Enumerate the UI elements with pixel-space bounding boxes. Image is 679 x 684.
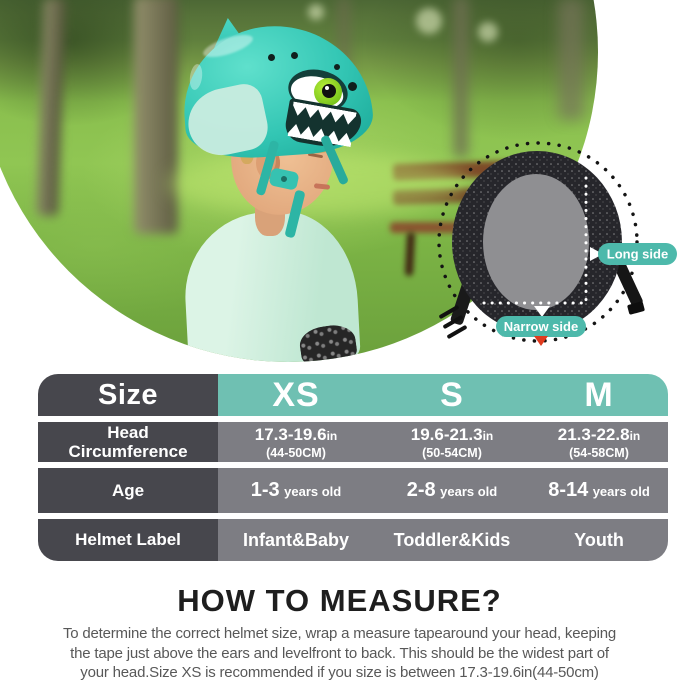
measure-instructions: To determine the correct helmet size, wr… <box>0 624 679 683</box>
row-label-line: Age <box>111 480 145 500</box>
hc-range: 19.6-21.3 <box>410 424 483 444</box>
hc-value-xs: 17.3-19.6in (44-50CM) <box>218 425 374 460</box>
instruction-line: To determine the correct helmet size, wr… <box>62 625 617 642</box>
hc-value-s: 19.6-21.3in (50-54CM) <box>374 425 530 460</box>
shark-eye-pupil <box>322 84 336 98</box>
size-col-xs: XS <box>272 375 320 414</box>
head-circumference-values: 17.3-19.6in (44-50CM) 19.6-21.3in (50-54… <box>218 422 668 462</box>
hc-range: 17.3-19.6 <box>254 424 327 444</box>
size-col-s: S <box>440 375 464 414</box>
hc-unit: in <box>326 428 338 443</box>
row-label-helmet-label: Helmet Label <box>38 519 218 561</box>
helmet-vent <box>334 64 340 70</box>
tree-trunk <box>454 0 468 158</box>
row-label-age: Age <box>38 468 218 513</box>
row-label-line: Head <box>107 422 149 442</box>
strap-fork <box>439 305 459 319</box>
hc-unit: in <box>482 428 494 443</box>
narrow-side-label: Narrow side <box>504 319 578 334</box>
shark-nostril <box>348 82 357 91</box>
strap-fork <box>443 315 463 329</box>
helmet-vent <box>291 52 298 59</box>
narrow-side-arrow-icon <box>534 306 550 317</box>
hc-unit: in <box>629 428 641 443</box>
bokeh-light <box>478 22 498 42</box>
long-side-arrow-icon <box>590 247 603 261</box>
instruction-line: your head.Size XS is recommended if you … <box>80 664 599 681</box>
helmet-label-s: Toddler&Kids <box>393 529 511 550</box>
age-value-xs: 1-3 years old <box>218 479 374 502</box>
shark-eye-glint <box>325 86 329 90</box>
helmet-interior-inset: Long side Narrow side <box>437 141 677 346</box>
helmet-interior-center <box>483 174 589 310</box>
row-label-line: Circumference <box>68 442 188 461</box>
age-value-s: 2-8 years old <box>374 479 530 502</box>
narrow-side-pill <box>496 316 586 337</box>
age-number: 1-3 <box>250 479 280 501</box>
strap-buckle <box>627 301 645 315</box>
hc-range: 21.3-22.8 <box>557 424 630 444</box>
age-suffix: years old <box>592 484 650 499</box>
long-side-label: Long side <box>607 247 668 262</box>
age-number: 8-14 <box>548 479 589 501</box>
bokeh-light <box>416 8 442 34</box>
strap-buckle-dot <box>280 175 288 183</box>
helmet-strap-right <box>613 259 643 307</box>
tree-trunk <box>558 0 584 120</box>
size-table: Size XS S M Head Circumference 17.3-19.6… <box>38 374 668 561</box>
hc-cm: (54-58CM) <box>569 445 629 460</box>
bokeh-light <box>308 4 324 20</box>
hc-cm: (50-54CM) <box>422 445 482 460</box>
strap-fork <box>447 325 467 339</box>
hc-cm: (44-50CM) <box>266 445 326 460</box>
helmet-label-m: Youth <box>574 529 624 550</box>
dotted-circle <box>437 141 639 343</box>
size-header-text: Size <box>97 378 159 411</box>
red-pointer-icon <box>534 336 548 346</box>
row-label-line: Helmet Label <box>75 530 181 550</box>
helmet-label-xs: Infant&Baby <box>242 529 349 550</box>
instruction-line: the tape just above the ears and levelfr… <box>70 644 609 662</box>
hc-value-m: 21.3-22.8in (54-58CM) <box>530 425 668 460</box>
helmet-vent <box>268 54 275 61</box>
age-value-m: 8-14 years old <box>530 479 668 502</box>
age-suffix: years old <box>284 484 342 499</box>
age-number: 2-8 <box>406 479 436 501</box>
age-values: 1-3 years old 2-8 years old 8-14 years o… <box>218 468 668 513</box>
row-label-head-circumference: Head Circumference <box>38 422 218 462</box>
tree-trunk <box>134 0 178 234</box>
how-to-measure-heading: HOW TO MEASURE? <box>177 583 502 618</box>
age-suffix: years old <box>440 484 498 499</box>
helmet-label-values: Infant&Baby Toddler&Kids Youth <box>218 519 668 561</box>
size-table-header-band: XS S M <box>218 374 668 416</box>
long-side-pill <box>598 243 677 265</box>
size-col-m: M <box>584 375 614 414</box>
size-table-header-cell: Size <box>38 374 218 416</box>
